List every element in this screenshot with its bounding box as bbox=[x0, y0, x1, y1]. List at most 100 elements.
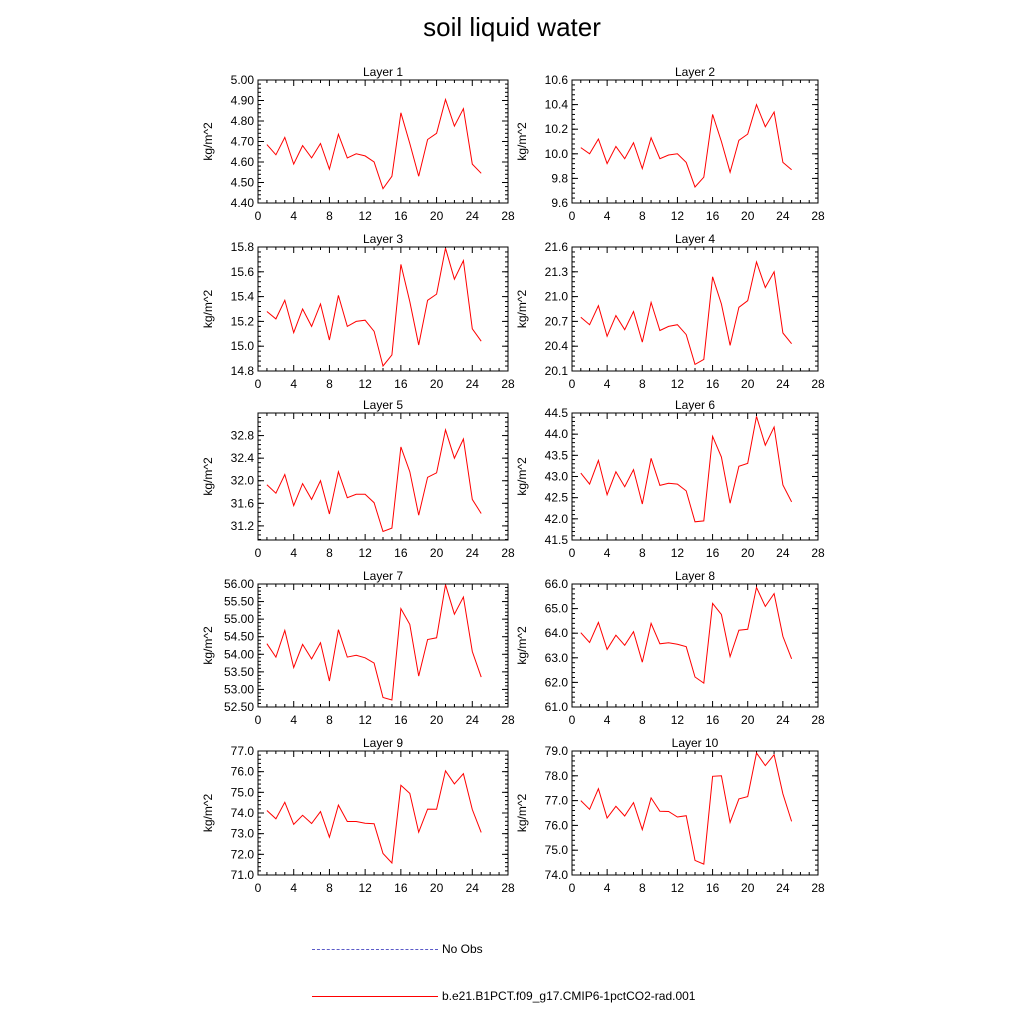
y-tick-label: 43.5 bbox=[545, 448, 569, 462]
y-tick-label: 44.0 bbox=[545, 427, 569, 441]
y-tick-label: 74.0 bbox=[545, 868, 569, 882]
x-tick-label: 24 bbox=[776, 881, 790, 895]
plot-frame bbox=[257, 412, 509, 541]
y-tick-label: 76.0 bbox=[231, 765, 255, 779]
x-tick-label: 24 bbox=[776, 377, 790, 391]
legend-swatch-dashed bbox=[312, 949, 438, 950]
x-tick-label: 16 bbox=[394, 546, 408, 560]
series-line bbox=[580, 416, 793, 523]
x-tick-label: 8 bbox=[326, 881, 333, 895]
plot-frame bbox=[571, 583, 819, 708]
y-tick-label: 55.00 bbox=[224, 612, 254, 626]
y-axis-label: kg/m^2 bbox=[201, 794, 215, 833]
y-tick-label: 5.00 bbox=[231, 73, 255, 87]
y-axis-label: kg/m^2 bbox=[201, 626, 215, 665]
x-tick-label: 4 bbox=[604, 881, 611, 895]
x-tick-label: 8 bbox=[639, 713, 646, 727]
y-tick-label: 20.1 bbox=[545, 364, 569, 378]
y-tick-label: 75.0 bbox=[231, 785, 255, 799]
y-tick-label: 4.60 bbox=[231, 155, 255, 169]
x-tick-label: 12 bbox=[358, 713, 372, 727]
x-tick-label: 24 bbox=[466, 713, 480, 727]
series-line bbox=[580, 260, 792, 366]
x-tick-label: 0 bbox=[569, 713, 576, 727]
y-tick-label: 31.6 bbox=[231, 496, 255, 510]
y-tick-label: 55.50 bbox=[224, 595, 254, 609]
y-tick-label: 54.50 bbox=[224, 630, 254, 644]
panel-title: Layer 3 bbox=[363, 232, 403, 246]
x-tick-label: 24 bbox=[466, 546, 480, 560]
x-tick-label: 20 bbox=[430, 546, 444, 560]
x-tick-label: 24 bbox=[776, 713, 790, 727]
x-tick-label: 8 bbox=[326, 713, 333, 727]
y-tick-label: 10.4 bbox=[545, 98, 569, 112]
x-tick-label: 20 bbox=[430, 209, 444, 223]
series-line bbox=[266, 427, 482, 533]
y-tick-label: 74.0 bbox=[231, 806, 255, 820]
x-tick-label: 4 bbox=[290, 209, 297, 223]
y-tick-label: 76.0 bbox=[545, 818, 569, 832]
y-tick-label: 66.0 bbox=[545, 577, 569, 591]
plot-frame bbox=[571, 79, 819, 204]
x-tick-label: 4 bbox=[604, 209, 611, 223]
panel-layer-4: Layer 4 kg/m^2 0 4 8 12 16 20 24 28 20.1 20.4 20.7 21… bbox=[515, 232, 825, 391]
y-tick-label: 72.0 bbox=[231, 847, 255, 861]
x-tick-label: 28 bbox=[811, 713, 825, 727]
x-tick-label: 8 bbox=[326, 546, 333, 560]
x-tick-label: 0 bbox=[569, 546, 576, 560]
x-tick-label: 16 bbox=[706, 713, 720, 727]
x-tick-label: 16 bbox=[706, 209, 720, 223]
x-tick-label: 12 bbox=[671, 209, 685, 223]
y-tick-label: 75.0 bbox=[545, 843, 569, 857]
x-tick-label: 0 bbox=[255, 209, 262, 223]
y-tick-label: 15.6 bbox=[231, 265, 255, 279]
panel-layer-9: Layer 9 kg/m^2 0 4 8 12 16 20 24 28 71.0 72.0 73.0 74… bbox=[201, 736, 515, 895]
y-tick-label: 56.00 bbox=[224, 577, 254, 591]
x-tick-label: 28 bbox=[501, 881, 515, 895]
x-tick-label: 4 bbox=[290, 546, 297, 560]
y-tick-label: 4.40 bbox=[231, 196, 255, 210]
x-tick-label: 20 bbox=[430, 881, 444, 895]
x-tick-label: 20 bbox=[741, 713, 755, 727]
y-tick-label: 52.50 bbox=[224, 700, 254, 714]
panel-title: Layer 4 bbox=[675, 232, 715, 246]
y-tick-label: 21.3 bbox=[545, 265, 569, 279]
panel-layer-5: Layer 5 kg/m^2 0 4 8 12 16 20 24 28 31.2 31.6 32.0 32… bbox=[201, 398, 515, 560]
y-tick-label: 10.2 bbox=[545, 122, 569, 136]
y-tick-label: 44.5 bbox=[545, 406, 569, 420]
x-tick-label: 8 bbox=[639, 881, 646, 895]
plot-frame bbox=[257, 79, 509, 204]
y-tick-label: 62.0 bbox=[545, 675, 569, 689]
y-tick-label: 73.0 bbox=[231, 827, 255, 841]
y-axis-label: kg/m^2 bbox=[515, 290, 529, 329]
x-tick-label: 24 bbox=[466, 377, 480, 391]
series-line bbox=[266, 248, 482, 368]
series-line bbox=[266, 584, 482, 701]
x-tick-label: 12 bbox=[671, 881, 685, 895]
y-tick-label: 10.0 bbox=[545, 147, 569, 161]
x-tick-label: 4 bbox=[604, 377, 611, 391]
x-tick-label: 28 bbox=[501, 209, 515, 223]
legend-item-model-run: b.e21.B1PCT.f09_g17.CMIP6-1pctCO2-rad.00… bbox=[312, 987, 832, 1007]
y-tick-label: 77.0 bbox=[231, 744, 255, 758]
series-line bbox=[266, 769, 482, 865]
y-axis-label: kg/m^2 bbox=[515, 626, 529, 665]
y-tick-label: 64.0 bbox=[545, 626, 569, 640]
x-tick-label: 12 bbox=[671, 713, 685, 727]
panel-layer-3: Layer 3 kg/m^2 0 4 8 12 16 20 24 28 14.8 15.0 15.2 15… bbox=[201, 232, 515, 391]
plot-frame bbox=[257, 583, 509, 708]
x-tick-label: 24 bbox=[776, 209, 790, 223]
y-tick-label: 32.8 bbox=[231, 429, 255, 443]
x-tick-label: 24 bbox=[776, 546, 790, 560]
y-tick-label: 14.8 bbox=[231, 364, 255, 378]
x-tick-label: 12 bbox=[358, 881, 372, 895]
plot-frame bbox=[257, 750, 509, 876]
legend-label-no-obs: No Obs bbox=[442, 942, 483, 956]
legend-label-model-run: b.e21.B1PCT.f09_g17.CMIP6-1pctCO2-rad.00… bbox=[442, 989, 696, 1003]
page-title: soil liquid water bbox=[423, 12, 601, 42]
y-tick-label: 4.90 bbox=[231, 94, 255, 108]
x-tick-label: 8 bbox=[326, 377, 333, 391]
x-tick-label: 28 bbox=[501, 377, 515, 391]
y-tick-label: 65.0 bbox=[545, 602, 569, 616]
x-tick-label: 16 bbox=[706, 881, 720, 895]
